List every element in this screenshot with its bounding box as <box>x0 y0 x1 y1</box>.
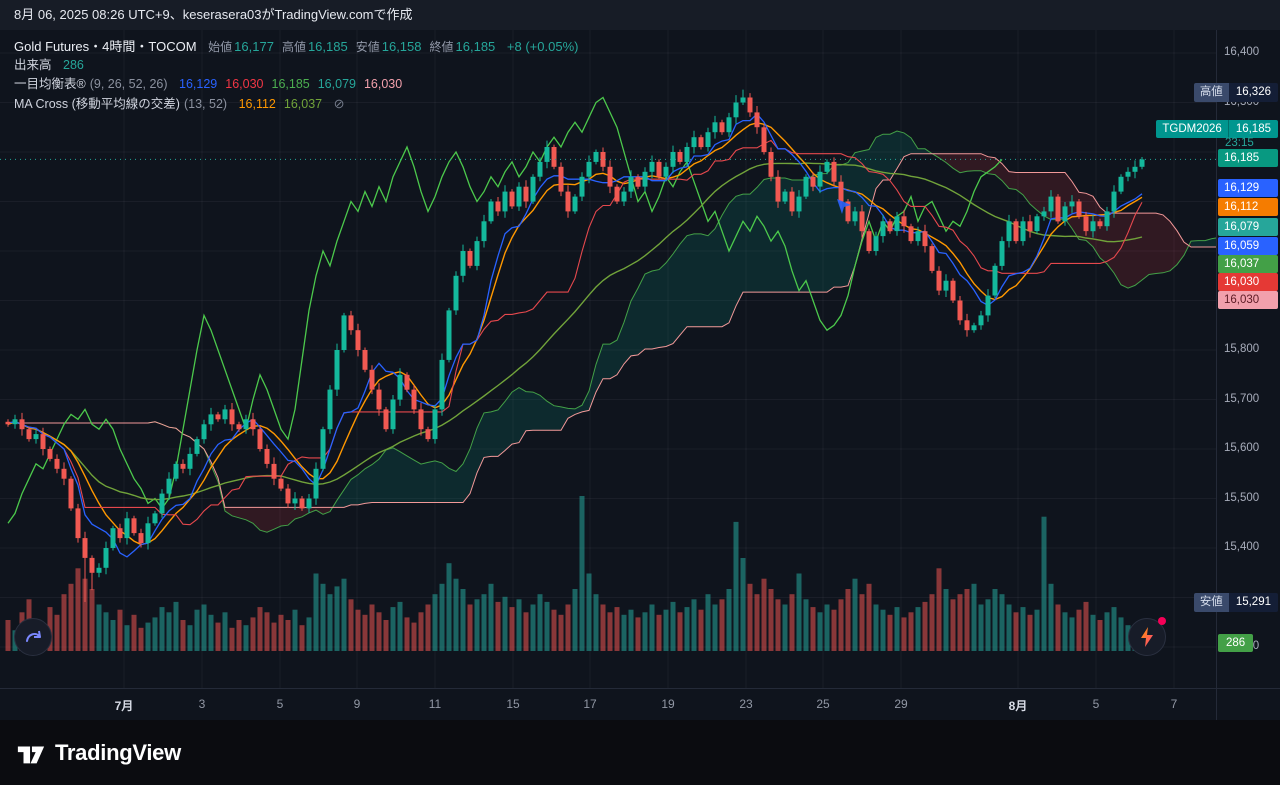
time-axis[interactable]: 7月 3 5 9 11 15 17 19 23 25 29 8月 5 7 <box>0 688 1280 720</box>
price-tick: 15,700 <box>1224 392 1260 405</box>
footer-bar: TradingView <box>0 720 1280 785</box>
attribution-text: 8月 06, 2025 08:26 UTC+9、keserasera03がTra… <box>14 7 413 22</box>
ma-slow-badge: 16,037 <box>1218 255 1278 273</box>
lightning-button[interactable] <box>1128 617 1166 656</box>
tradingview-wordmark[interactable]: TradingView <box>55 739 181 765</box>
curved-arrow-icon <box>26 630 41 642</box>
low-price-label: 安値 15,291 <box>1193 593 1278 612</box>
ma-cross-values: 16,112 16,037 <box>231 97 323 111</box>
time-tick: 29 <box>894 697 908 711</box>
ichimoku-senkou-b-badge: 16,030 <box>1218 291 1278 309</box>
volume-label[interactable]: 出来高 <box>14 58 52 72</box>
ichimoku-value: 16,030 <box>225 77 264 91</box>
ma-cross-params: (13, 52) <box>183 97 228 111</box>
ichimoku-legend-row: 一目均衡表® (9, 26, 52, 26) 16,129 16,030 16,185… <box>14 75 578 94</box>
contract-badge: TGDM2026 16,185 <box>1156 120 1278 138</box>
notification-dot <box>1158 617 1166 625</box>
ohlc-field: 始値 16,177 <box>208 39 274 54</box>
bar-countdown: 23:15 <box>1225 137 1254 149</box>
ohlc-field: 終値 16,185 <box>429 39 496 54</box>
indicator-badge-blue: 16,059 <box>1218 237 1278 255</box>
ichimoku-kijun-badge: 16,030 <box>1218 273 1278 291</box>
time-tick: 5 <box>1092 697 1100 711</box>
time-tick: 15 <box>506 697 520 711</box>
symbol-legend-row: Gold Futures・4時間・TOCOM 始値 16,177 高値 16,185 安… <box>14 37 578 56</box>
candle-layer <box>5 89 1145 602</box>
attribution-bar: 8月 06, 2025 08:26 UTC+9、keserasera03がTra… <box>0 0 1280 30</box>
quick-arrow-button[interactable] <box>14 618 52 656</box>
ma-cross-legend-row: MA Cross (移動平均線の交差) (13, 52) 16,112 16,037… <box>14 94 578 113</box>
ma-fast-badge: 16,112 <box>1218 198 1278 216</box>
ohlc-fields: 始値 16,177 高値 16,185 安値 16,158 終値 16,185 <box>200 39 495 54</box>
axis-corner <box>1216 688 1280 720</box>
high-price-label: 高値 16,326 <box>1193 83 1278 102</box>
volume-badge: 286 <box>1218 634 1254 652</box>
time-tick: 7月 <box>114 699 134 713</box>
ichimoku-params: (9, 26, 52, 26) <box>89 77 168 91</box>
ichimoku-value: 16,030 <box>363 77 403 91</box>
price-tick: 15,400 <box>1224 541 1260 553</box>
ichimoku-values: 16,129 16,030 16,185 16,079 16,030 <box>171 77 402 91</box>
ichimoku-value: 16,129 <box>179 77 218 91</box>
time-tick: 3 <box>198 697 206 711</box>
ichimoku-tenkan-badge: 16,129 <box>1218 179 1278 197</box>
time-tick: 7 <box>1170 697 1178 711</box>
symbol-title[interactable]: Gold Futures・4時間・TOCOM <box>14 39 197 54</box>
ma-cross-title[interactable]: MA Cross (移動平均線の交差) <box>14 97 180 111</box>
time-tick: 5 <box>276 697 284 711</box>
grid-layer <box>0 30 1216 688</box>
time-tick: 8月 <box>1008 699 1028 713</box>
price-axis[interactable]: 16,40016,30015,80015,70015,60015,50015,4… <box>1156 30 1280 688</box>
price-tick: 16,400 <box>1224 46 1260 58</box>
last-price-badge: 16,185 <box>1218 149 1278 167</box>
ma-cross-value: 16,037 <box>283 97 323 111</box>
time-tick: 9 <box>353 697 361 711</box>
price-tick: 15,500 <box>1224 491 1260 504</box>
time-tick: 19 <box>661 697 675 711</box>
tradingview-logo-icon[interactable] <box>16 738 46 768</box>
time-tick: 11 <box>428 697 442 711</box>
ma-cross-value: 16,112 <box>238 97 276 111</box>
indicator-disabled-icon[interactable]: ⊘ <box>333 96 345 111</box>
time-tick: 23 <box>739 697 753 711</box>
ohlc-field: 高値 16,185 <box>281 39 348 54</box>
ohlc-field: 安値 16,158 <box>355 39 422 54</box>
time-tick: 25 <box>816 697 830 711</box>
lightning-icon <box>1141 627 1153 647</box>
time-tick: 17 <box>583 697 597 711</box>
chart-pane[interactable]: Gold Futures・4時間・TOCOM 始値 16,177 高値 16,185 安… <box>0 30 1216 688</box>
cursor-marker <box>837 199 851 214</box>
chart-canvas <box>0 30 1216 688</box>
volume-value: 286 <box>63 58 84 72</box>
volume-layer <box>5 496 1145 652</box>
price-tick: 15,600 <box>1224 442 1260 454</box>
ichimoku-value: 16,185 <box>271 77 310 91</box>
legend: Gold Futures・4時間・TOCOM 始値 16,177 高値 16,185 安… <box>14 37 578 113</box>
volume-legend-row: 出来高 286 <box>14 56 578 75</box>
ichimoku-title[interactable]: 一目均衡表® <box>14 77 86 91</box>
price-tick: 15,800 <box>1224 343 1260 355</box>
change-value: +8 (+0.05%) <box>506 39 579 54</box>
ichimoku-senkou-a-badge: 16,079 <box>1218 218 1278 236</box>
ichimoku-cloud-layer <box>8 130 1216 533</box>
ichimoku-value: 16,079 <box>317 77 356 91</box>
